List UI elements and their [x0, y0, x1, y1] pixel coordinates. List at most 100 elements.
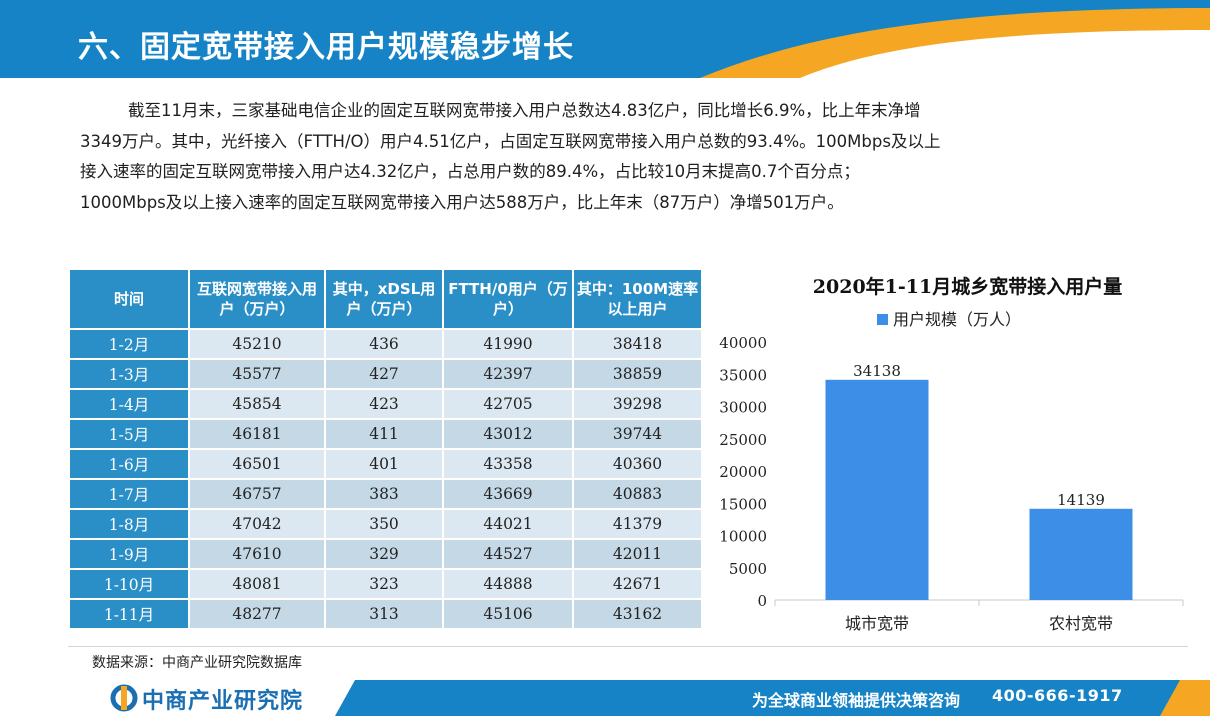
table-row: 1-4月 45854 423 42705 39298	[70, 390, 701, 418]
table-header-row: 时间 互联网宽带接入用户（万户） 其中，xDSL用户（万户） FTTH/0用户（…	[70, 270, 701, 328]
bar-urban	[825, 379, 929, 600]
page-title: 六、固定宽带接入用户规模稳步增长	[78, 30, 574, 65]
footer-banner	[0, 680, 1210, 716]
column-header-ftth-users: FTTH/0用户（万户）	[444, 270, 572, 328]
row-label-period: 1-8月	[70, 510, 188, 538]
broadband-users-table: 时间 互联网宽带接入用户（万户） 其中，xDSL用户（万户） FTTH/0用户（…	[68, 268, 703, 630]
table-cell: 47042	[190, 510, 324, 538]
table-cell: 43669	[444, 480, 572, 508]
table-cell: 43358	[444, 450, 572, 478]
column-header-100m-users: 其中：100M速率以上用户	[574, 270, 701, 328]
table-cell: 48081	[190, 570, 324, 598]
row-label-period: 1-5月	[70, 420, 188, 448]
table-row: 1-5月 46181 411 43012 39744	[70, 420, 701, 448]
table-row: 1-6月 46501 401 43358 40360	[70, 450, 701, 478]
table-cell: 40883	[574, 480, 701, 508]
data-label: 14139	[1057, 491, 1105, 509]
intro-line: 3349万户。其中，光纤接入（FTTH/O）用户4.51亿户，占固定互联网宽带接…	[80, 131, 941, 151]
x-tick-label: 农村宽带	[1049, 614, 1113, 633]
x-tick-label: 城市宽带	[845, 614, 909, 633]
table-cell: 44527	[444, 540, 572, 568]
table-cell: 43012	[444, 420, 572, 448]
table-cell: 38859	[574, 360, 701, 388]
row-label-period: 1-3月	[70, 360, 188, 388]
table-cell: 323	[326, 570, 442, 598]
table-cell: 39298	[574, 390, 701, 418]
table-cell: 44888	[444, 570, 572, 598]
table-cell: 46181	[190, 420, 324, 448]
column-header-period: 时间	[70, 270, 188, 328]
table-cell: 45577	[190, 360, 324, 388]
table-cell: 41990	[444, 330, 572, 358]
y-tick-label: 20000	[719, 463, 767, 481]
column-header-total-users: 互联网宽带接入用户（万户）	[190, 270, 324, 328]
table-cell: 41379	[574, 510, 701, 538]
table-cell: 350	[326, 510, 442, 538]
table-cell: 47610	[190, 540, 324, 568]
table-cell: 45106	[444, 600, 572, 628]
table-cell: 46501	[190, 450, 324, 478]
table-cell: 427	[326, 360, 442, 388]
source-divider	[68, 646, 1188, 647]
y-tick-label: 10000	[719, 528, 767, 546]
row-label-period: 1-7月	[70, 480, 188, 508]
data-label: 34138	[853, 362, 901, 380]
row-label-period: 1-11月	[70, 600, 188, 628]
footer-slogan: 为全球商业领袖提供决策咨询	[752, 691, 961, 710]
table-cell: 383	[326, 480, 442, 508]
y-tick-label: 40000	[719, 334, 767, 352]
table-row: 1-11月 48277 313 45106 43162	[70, 600, 701, 628]
chart-title: 2020年1-11月城乡宽带接入用户量	[812, 276, 1123, 298]
table-cell: 44021	[444, 510, 572, 538]
intro-paragraph: 截至11月末，三家基础电信企业的固定互联网宽带接入用户总数达4.83亿户，同比增…	[80, 96, 1140, 218]
row-label-period: 1-9月	[70, 540, 188, 568]
row-label-period: 1-10月	[70, 570, 188, 598]
footer-phone: 400-666-1917	[992, 686, 1123, 705]
intro-line: 接入速率的固定互联网宽带接入用户达4.32亿户，占总用户数的89.4%，占比较1…	[80, 162, 860, 181]
table-cell: 40360	[574, 450, 701, 478]
row-label-period: 1-4月	[70, 390, 188, 418]
table-row: 1-8月 47042 350 44021 41379	[70, 510, 701, 538]
table-cell: 46757	[190, 480, 324, 508]
row-label-period: 1-6月	[70, 450, 188, 478]
bar-rural	[1029, 508, 1133, 600]
y-tick-label: 25000	[719, 431, 767, 449]
table-cell: 42397	[444, 360, 572, 388]
table-cell: 42671	[574, 570, 701, 598]
table-cell: 39744	[574, 420, 701, 448]
table-cell: 42705	[444, 390, 572, 418]
table-cell: 45210	[190, 330, 324, 358]
table-cell: 411	[326, 420, 442, 448]
y-tick-label: 35000	[719, 366, 767, 384]
y-tick-label: 30000	[719, 399, 767, 417]
y-tick-label: 5000	[729, 560, 767, 578]
table-cell: 436	[326, 330, 442, 358]
table-cell: 313	[326, 600, 442, 628]
table-cell: 38418	[574, 330, 701, 358]
row-label-period: 1-2月	[70, 330, 188, 358]
intro-line: 1000Mbps及以上接入速率的固定互联网宽带接入用户达588万户，比上年末（8…	[80, 192, 844, 212]
table-cell: 329	[326, 540, 442, 568]
column-header-xdsl-users: 其中，xDSL用户（万户）	[326, 270, 442, 328]
table-row: 1-7月 46757 383 43669 40883	[70, 480, 701, 508]
bar-chart: 用户规模（万人） 0 5000 10000 15000 20000 25000 30000 35…	[719, 310, 1184, 633]
brand-name: 中商产业研究院	[142, 689, 304, 714]
table-cell: 45854	[190, 390, 324, 418]
y-tick-label: 0	[757, 592, 767, 610]
brand-logo-icon	[110, 684, 138, 712]
table-cell: 48277	[190, 600, 324, 628]
table-cell: 42011	[574, 540, 701, 568]
table-cell: 423	[326, 390, 442, 418]
header-banner	[0, 0, 1210, 78]
table-cell: 43162	[574, 600, 701, 628]
y-tick-label: 15000	[719, 495, 767, 513]
table-row: 1-10月 48081 323 44888 42671	[70, 570, 701, 598]
intro-line: 截至11月末，三家基础电信企业的固定互联网宽带接入用户总数达4.83亿户，同比增…	[128, 101, 921, 120]
data-source-note: 数据来源：中商产业研究院数据库	[92, 655, 302, 671]
table-row: 1-2月 45210 436 41990 38418	[70, 330, 701, 358]
table-cell: 401	[326, 450, 442, 478]
legend-swatch	[877, 314, 888, 325]
table-row: 1-3月 45577 427 42397 38859	[70, 360, 701, 388]
legend-label: 用户规模（万人）	[893, 310, 1021, 329]
table-row: 1-9月 47610 329 44527 42011	[70, 540, 701, 568]
